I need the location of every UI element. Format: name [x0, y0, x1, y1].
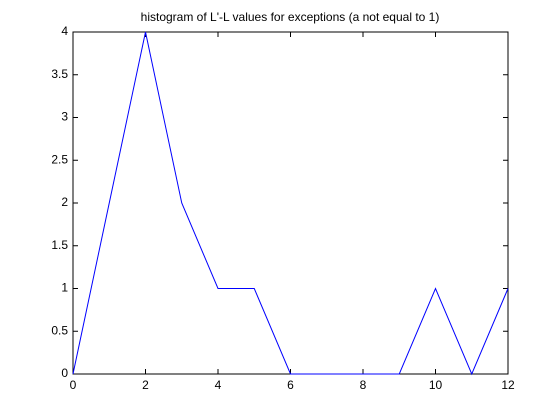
x-tick-label: 0: [70, 378, 77, 392]
x-tick-label: 4: [215, 378, 222, 392]
y-tick-label: 3.5: [51, 67, 68, 81]
y-tick-label: 2.5: [51, 152, 68, 166]
x-tick-label: 12: [501, 378, 515, 392]
y-tick-label: 0.5: [51, 323, 68, 337]
data-line: [72, 31, 509, 376]
x-tick-label: 6: [287, 378, 294, 392]
y-tick-label: 1.5: [51, 238, 68, 252]
axes-box: [72, 31, 509, 375]
y-tick-label: 4: [61, 24, 68, 38]
x-tick-label: 8: [360, 378, 367, 392]
y-tick-label: 1: [61, 281, 68, 295]
y-tick-label: 2: [61, 195, 68, 209]
y-tick-label: 3: [61, 110, 68, 124]
chart-title: histogram of L'-L values for exceptions …: [141, 10, 440, 24]
x-tick-label: 10: [429, 378, 443, 392]
y-tick-label: 0: [61, 366, 68, 380]
x-tick-label: 2: [142, 378, 149, 392]
